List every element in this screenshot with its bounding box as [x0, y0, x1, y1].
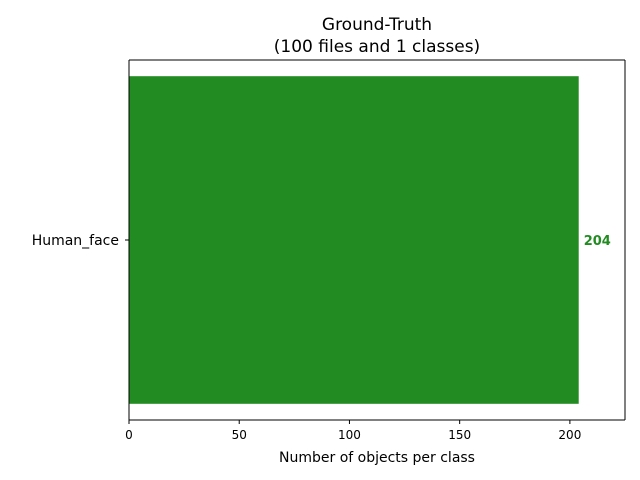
x-axis-ticks: 0 50 100 150 200	[125, 420, 581, 442]
bar-value-label: 204	[584, 234, 611, 249]
y-category-label: Human_face	[32, 233, 119, 249]
x-tick-label: 100	[338, 428, 361, 442]
x-tick-label: 150	[448, 428, 471, 442]
bar-human-face	[129, 76, 579, 404]
y-axis-categories: Human_face	[32, 233, 129, 249]
bar-group: 204	[129, 76, 611, 404]
chart-title: Ground-Truth	[322, 15, 432, 35]
x-tick-label: 200	[558, 428, 581, 442]
x-axis-label: Number of objects per class	[279, 450, 475, 466]
x-tick-label: 0	[125, 428, 133, 442]
chart-subtitle: (100 files and 1 classes)	[274, 37, 480, 57]
x-tick-label: 50	[232, 428, 247, 442]
